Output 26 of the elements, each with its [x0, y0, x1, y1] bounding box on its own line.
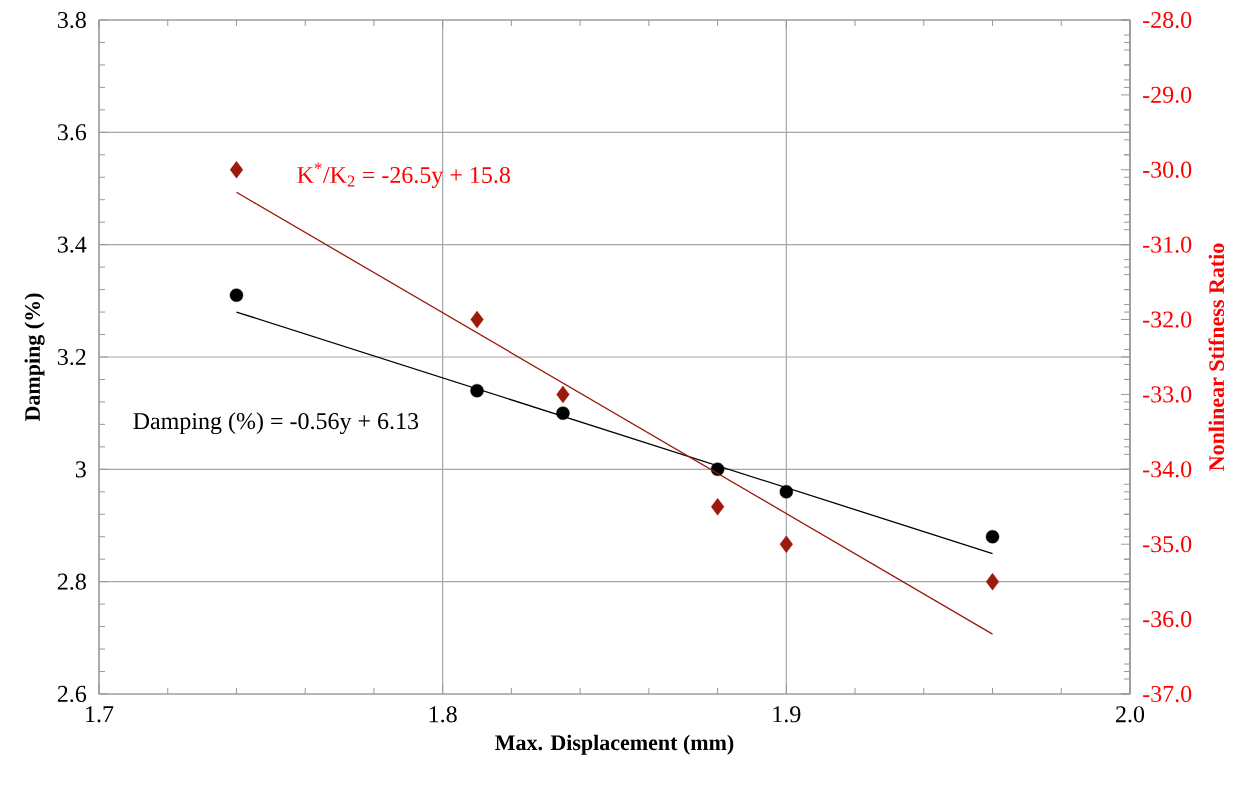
- y2-tick-label: -28.0: [1143, 11, 1192, 29]
- y-tick-label: 2.6: [57, 685, 87, 703]
- series-label: Damping (%) = -0.56y + 6.13: [133, 412, 419, 435]
- y2-tick-label: -30.0: [1143, 161, 1192, 178]
- y2-tick-label: -37.0: [1143, 685, 1192, 703]
- y2-tick-label: -34.0: [1143, 461, 1192, 478]
- y-tick-label: 2.8: [57, 573, 86, 590]
- y2-tick-label: -35.0: [1143, 536, 1192, 553]
- x-tick-label: 1.9: [773, 706, 801, 723]
- y-tick-label: 3: [75, 461, 86, 478]
- y2-tick-label: -29.0: [1143, 86, 1192, 104]
- y2-tick-label: -33.0: [1143, 386, 1192, 403]
- y-tick-label: 3.8: [57, 11, 86, 29]
- y-tick-label: 3.4: [57, 236, 87, 253]
- x-axis-title: Max. Displacement (mm): [495, 734, 734, 755]
- x-tick-label: 1.8: [429, 706, 457, 723]
- y-tick-label: 3.6: [57, 124, 87, 141]
- y2-tick-label: -36.0: [1143, 610, 1192, 628]
- x-tick-label: 1.7: [86, 706, 114, 723]
- x-tick-label: 2.0: [1116, 706, 1145, 723]
- y2-tick-label: -31.0: [1143, 236, 1192, 253]
- y2-tick-label: -32.0: [1143, 311, 1192, 328]
- series-label: K$^{*}$/K$_{2}$ = -26.5y + 15.8: [297, 162, 510, 189]
- y-axis-title: Damping (%): [24, 293, 45, 422]
- y2-axis-title: Nonlinear Stifness Ratio: [1208, 243, 1225, 471]
- y-tick-label: 3.2: [57, 348, 86, 366]
